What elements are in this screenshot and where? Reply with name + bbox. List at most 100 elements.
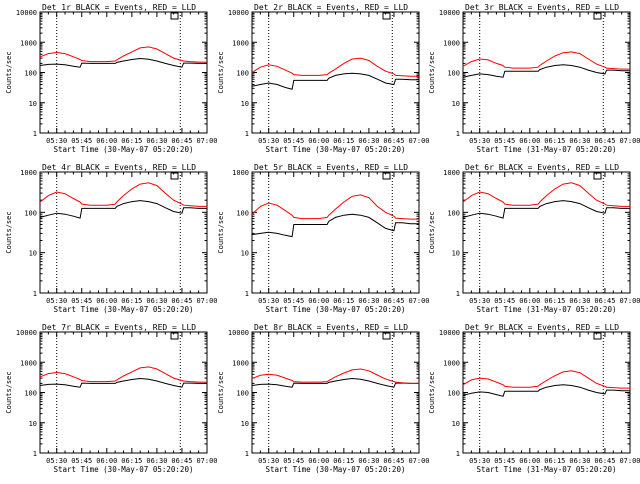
plot-frame: [39, 171, 208, 294]
chart-panel-4: 1 10 100 1000 05:30 05:45 06:00 06:15 06:30 06:45…: [5, 163, 218, 314]
y-axis-label: Counts/sec: [217, 371, 225, 413]
series-line-events: [251, 377, 419, 388]
x-tick-label: 06:00: [519, 297, 540, 305]
x-tick-label: 05:30: [46, 297, 67, 305]
y-tick-label: 100: [24, 390, 37, 398]
y-tick-label: 10000: [16, 329, 37, 337]
x-tick-label: 05:30: [469, 457, 490, 465]
x-tick-label: 06:45: [171, 297, 192, 305]
x-tick-label: 05:30: [258, 297, 279, 305]
x-tick-label: 06:15: [333, 297, 354, 305]
y-tick-label: 1000: [20, 169, 37, 177]
x-tick-label: 06:45: [171, 137, 192, 145]
y-tick-label: 1000: [443, 359, 460, 367]
y-tick-label: 10000: [228, 329, 249, 337]
x-tick-label: 06:15: [544, 297, 565, 305]
x-axis-label: Start Time (30-May-07 05:20:20): [54, 465, 194, 474]
y-axis-label: Counts/sec: [428, 371, 436, 413]
y-tick-label: 10: [241, 100, 249, 108]
x-tick-label: 06:15: [121, 137, 142, 145]
panel-title: Det 4r BLACK = Events, RED = LLD: [42, 163, 196, 172]
series-line-lld: [251, 194, 419, 220]
x-tick-label: 07:00: [619, 457, 640, 465]
y-tick-label: 1000: [443, 39, 460, 47]
series-line-lld: [462, 51, 630, 70]
x-tick-label: 05:45: [494, 457, 515, 465]
x-tick-label: 06:30: [569, 297, 590, 305]
y-axis-label: Counts/sec: [5, 211, 13, 253]
x-tick-label: 06:30: [358, 297, 379, 305]
plot-frame: [462, 11, 631, 134]
plot-frame: [462, 171, 631, 294]
saa-flag-box: [382, 172, 391, 180]
x-tick-label: 06:30: [146, 297, 167, 305]
y-tick-label: 1: [456, 130, 460, 138]
y-tick-label: 10: [241, 420, 249, 428]
panel-title: Det 6r BLACK = Events, RED = LLD: [465, 163, 619, 172]
x-tick-label: 05:45: [71, 297, 92, 305]
series-line-events: [462, 384, 630, 397]
y-tick-label: 1: [33, 130, 37, 138]
x-tick-label: 05:30: [258, 457, 279, 465]
y-tick-label: 10: [452, 420, 460, 428]
x-tick-label: 07:00: [408, 457, 429, 465]
x-tick-label: 07:00: [619, 297, 640, 305]
x-tick-label: 05:45: [494, 137, 515, 145]
y-tick-label: 1000: [20, 39, 37, 47]
x-axis-label: Start Time (31-May-07 05:20:20): [477, 465, 617, 474]
x-tick-label: 06:15: [544, 457, 565, 465]
x-tick-label: 06:30: [358, 457, 379, 465]
y-tick-label: 100: [236, 209, 249, 217]
chart-panel-1: 1 10 100 1000 10000 05:30 05:45 06:00 06:15 06:30…: [5, 3, 218, 154]
y-tick-label: 100: [24, 70, 37, 78]
x-axis-label: Start Time (31-May-07 05:20:20): [477, 305, 617, 314]
x-tick-label: 06:00: [96, 137, 117, 145]
series-line-events: [462, 64, 630, 78]
x-tick-label: 06:30: [146, 457, 167, 465]
saa-flag-box: [593, 332, 602, 340]
saa-flag-box: [382, 332, 391, 340]
y-tick-label: 10000: [16, 9, 37, 17]
y-axis-label: Counts/sec: [217, 211, 225, 253]
y-tick-label: 1: [245, 450, 249, 458]
series-line-lld: [39, 46, 207, 63]
y-tick-label: 10: [29, 420, 37, 428]
x-tick-label: 06:30: [146, 137, 167, 145]
y-tick-label: 1000: [443, 169, 460, 177]
y-tick-label: 10000: [439, 9, 460, 17]
y-tick-label: 10: [452, 100, 460, 108]
y-tick-label: 100: [447, 390, 460, 398]
y-tick-label: 100: [24, 209, 37, 217]
x-tick-label: 05:30: [258, 137, 279, 145]
y-tick-label: 1: [33, 450, 37, 458]
panel-title: Det 2r BLACK = Events, RED = LLD: [254, 3, 408, 12]
x-tick-label: 07:00: [619, 137, 640, 145]
x-tick-label: 06:00: [96, 297, 117, 305]
x-tick-label: 06:15: [121, 457, 142, 465]
panel-title: Det 5r BLACK = Events, RED = LLD: [254, 163, 408, 172]
x-tick-label: 06:00: [308, 297, 329, 305]
x-tick-label: 05:45: [71, 457, 92, 465]
x-tick-label: 05:30: [469, 297, 490, 305]
x-tick-label: 06:15: [333, 457, 354, 465]
panel-title: Det 1r BLACK = Events, RED = LLD: [42, 3, 196, 12]
saa-flag-box: [170, 12, 179, 20]
x-tick-label: 05:45: [494, 297, 515, 305]
chart-panel-7: 1 10 100 1000 10000 05:30 05:45 06:00 06:15 06:30…: [5, 323, 218, 474]
y-tick-label: 1000: [232, 359, 249, 367]
plot-frame: [39, 11, 208, 134]
y-axis-label: Counts/sec: [5, 51, 13, 93]
y-tick-label: 1000: [232, 169, 249, 177]
panel-title: Det 8r BLACK = Events, RED = LLD: [254, 323, 408, 332]
y-tick-label: 100: [236, 70, 249, 78]
plot-frame: [251, 331, 420, 454]
x-tick-label: 06:00: [519, 457, 540, 465]
x-axis-label: Start Time (30-May-07 05:20:20): [266, 145, 406, 154]
x-tick-label: 05:30: [46, 457, 67, 465]
x-axis-label: Start Time (30-May-07 05:20:20): [54, 305, 194, 314]
y-tick-label: 1000: [20, 359, 37, 367]
x-tick-label: 06:45: [383, 137, 404, 145]
series-line-events: [39, 200, 207, 219]
y-tick-label: 10: [29, 100, 37, 108]
